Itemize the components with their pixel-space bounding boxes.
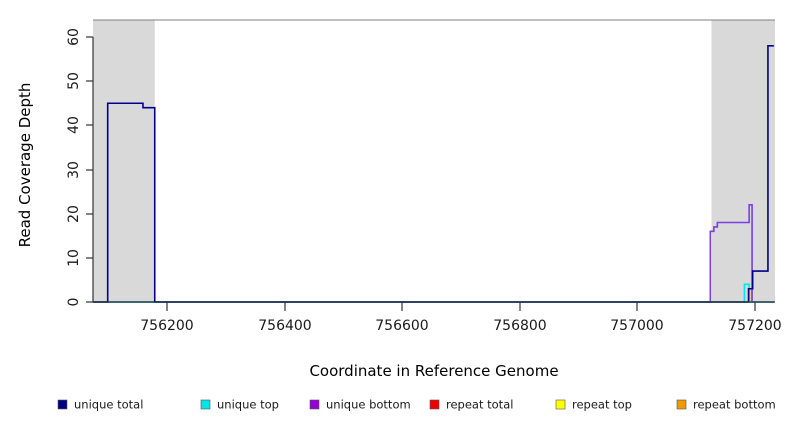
x-tick-label-756600: 756600 [375, 318, 428, 334]
legend-label-repeat-bottom: repeat bottom [693, 398, 776, 412]
legend-item-repeat-total[interactable]: repeat total [429, 398, 513, 412]
y-tick-label-10: 10 [66, 249, 82, 267]
legend-label-repeat-total: repeat total [446, 398, 513, 412]
shaded-regions [93, 20, 775, 302]
legend-item-repeat-top[interactable]: repeat top [555, 398, 632, 412]
x-tick-label-756400: 756400 [258, 318, 311, 334]
legend-label-repeat-top: repeat top [572, 398, 632, 412]
y-axis-title: Read Coverage Depth [16, 83, 34, 248]
chart-legend: unique total unique top unique bottom repea… [57, 398, 776, 412]
shaded-region-right [711, 20, 775, 302]
legend-item-unique-total[interactable]: unique total [57, 398, 143, 412]
legend-swatch-unique-bottom [309, 399, 320, 410]
legend-swatch-repeat-top [555, 399, 566, 410]
y-tick-label-0: 0 [66, 298, 82, 307]
legend-item-repeat-bottom[interactable]: repeat bottom [676, 398, 776, 412]
legend-swatch-repeat-bottom [676, 399, 687, 410]
x-tick-label-756800: 756800 [493, 318, 546, 334]
y-tick-label-20: 20 [66, 205, 82, 223]
y-tick-label-50: 50 [66, 72, 82, 90]
x-tick-label-757000: 757000 [610, 318, 663, 334]
y-axis: 0 10 20 30 40 50 60 [66, 28, 94, 307]
x-tick-label-757200: 757200 [728, 318, 781, 334]
legend-swatch-unique-total [57, 399, 68, 410]
x-axis-title: Coordinate in Reference Genome [309, 362, 558, 380]
legend-label-unique-total: unique total [74, 398, 143, 412]
shaded-region-left [93, 20, 155, 302]
y-tick-label-40: 40 [66, 116, 82, 134]
series-line-unique-bottom [93, 204, 774, 303]
legend-swatch-repeat-total [429, 399, 440, 410]
legend-item-unique-bottom[interactable]: unique bottom [309, 398, 411, 412]
x-tick-label-756200: 756200 [140, 318, 193, 334]
x-axis: 756200 756400 756600 756800 757000 75720… [93, 301, 782, 334]
legend-swatch-unique-top [200, 399, 211, 410]
legend-item-unique-top[interactable]: unique top [200, 398, 279, 412]
y-tick-label-30: 30 [66, 161, 82, 179]
legend-label-unique-bottom: unique bottom [326, 398, 411, 412]
y-tick-label-60: 60 [66, 28, 82, 46]
legend-label-unique-top: unique top [217, 398, 279, 412]
